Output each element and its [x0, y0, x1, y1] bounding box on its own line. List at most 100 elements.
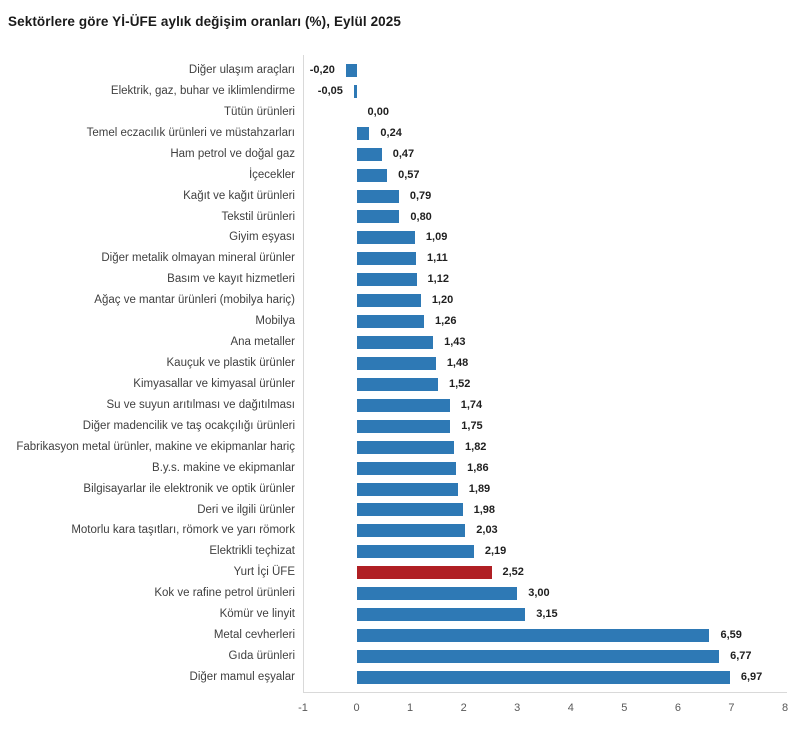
category-label: Fabrikasyon metal ürünler, makine ve eki… — [16, 440, 295, 453]
bar-row: Tütün ürünleri 0,00 — [0, 102, 811, 123]
category-label: Diğer ulaşım araçları — [188, 64, 295, 76]
category-label: Su ve suyun arıtılması ve dağıtılması — [106, 398, 295, 411]
value-label: 1,98 — [473, 503, 496, 516]
category-label: Tütün ürünleri — [224, 105, 295, 118]
value-label: 1,89 — [468, 482, 491, 495]
value-label: 2,19 — [484, 545, 507, 558]
category-label: Metal cevherleri — [213, 629, 295, 642]
bar[interactable] — [356, 482, 458, 496]
value-label: 0,24 — [380, 126, 402, 139]
bar-row: Diğer metalik olmayan mineral ürünler 1,1… — [0, 248, 811, 269]
bar-row: Kömür ve linyit 3,15 — [0, 604, 811, 625]
bar[interactable] — [356, 231, 415, 245]
bar[interactable] — [356, 356, 436, 370]
category-label: Gıda ürünleri — [228, 650, 295, 663]
bar[interactable] — [356, 315, 425, 329]
value-label: 1,20 — [431, 294, 454, 307]
bar-row: Diğer ulaşım araçları -0,20 — [0, 60, 811, 81]
bar-row: Elektrikli teçhizat 2,19 — [0, 541, 811, 562]
bar-row: Motorlu kara taşıtları, römork ve yarı r… — [0, 520, 811, 541]
category-label: Diğer metalik olmayan mineral ürünler — [101, 252, 295, 265]
bar[interactable] — [356, 147, 382, 161]
value-label: 1,75 — [461, 419, 483, 432]
x-tick-label: 6 — [674, 702, 681, 714]
bar[interactable] — [356, 294, 421, 308]
bar[interactable] — [356, 126, 370, 140]
bar[interactable] — [356, 524, 466, 538]
bar[interactable] — [356, 608, 526, 622]
bar[interactable] — [356, 273, 417, 287]
bar[interactable] — [356, 189, 399, 203]
bar[interactable] — [356, 377, 438, 391]
category-label: Diğer mamul eşyalar — [189, 670, 295, 683]
y-axis-line — [303, 55, 304, 692]
value-label: 0,79 — [409, 189, 432, 202]
bar[interactable] — [356, 649, 720, 663]
x-tick-label: 0 — [353, 702, 360, 714]
bar[interactable] — [356, 419, 451, 433]
category-label: Bilgisayarlar ile elektronik ve optik ür… — [83, 482, 295, 495]
category-label: Diğer madencilik ve taş ocakçılığı ürünl… — [82, 419, 295, 432]
bar[interactable] — [356, 440, 455, 454]
category-label: Deri ve ilgili ürünler — [197, 503, 295, 516]
bar-row: Fabrikasyon metal ürünler, makine ve eki… — [0, 437, 811, 458]
bar[interactable] — [356, 587, 518, 601]
bar[interactable] — [356, 503, 463, 517]
bar[interactable] — [356, 336, 434, 350]
category-label: Ağaç ve mantar ürünleri (mobilya hariç) — [94, 294, 295, 307]
bar-row: Temel eczacılık ürünleri ve müstahzarlar… — [0, 123, 811, 144]
chart-title: Sektörlere göre Yİ-ÜFE aylık değişim ora… — [8, 14, 401, 29]
value-label: 1,12 — [427, 273, 449, 286]
x-tick-label: 2 — [460, 702, 467, 714]
bar[interactable] — [356, 168, 388, 182]
bar[interactable] — [356, 210, 400, 224]
bar-row: Tekstil ürünleri 0,80 — [0, 207, 811, 228]
category-label: Temel eczacılık ürünleri ve müstahzarlar… — [86, 126, 295, 139]
bar[interactable] — [356, 252, 416, 266]
value-label: 1,82 — [465, 440, 487, 453]
category-label: Kağıt ve kağıt ürünleri — [183, 189, 295, 202]
x-tick-label: -1 — [298, 702, 308, 714]
bar-row: Su ve suyun arıtılması ve dağıtılması 1,7… — [0, 395, 811, 416]
value-label: -0,05 — [317, 84, 343, 97]
category-label: Basım ve kayıt hizmetleri — [167, 273, 295, 286]
value-label: 3,00 — [528, 587, 550, 600]
value-label: 1,09 — [425, 231, 448, 244]
value-label: 1,11 — [427, 252, 448, 265]
bar[interactable] — [356, 670, 730, 684]
bar-row: Kok ve rafine petrol ürünleri 3,00 — [0, 583, 811, 604]
bar-row: Yurt İçi ÜFE 2,52 — [0, 562, 811, 583]
value-label: 1,26 — [435, 315, 457, 328]
value-label: 1,52 — [448, 377, 471, 390]
bar-row: Kağıt ve kağıt ürünleri 0,79 — [0, 186, 811, 207]
value-label: 0,80 — [410, 210, 432, 223]
x-tick-label: 3 — [514, 702, 521, 714]
category-label: Elektrik, gaz, buhar ve iklimlendirme — [110, 84, 295, 97]
bar-row: Deri ve ilgili ürünler 1,98 — [0, 500, 811, 521]
x-tick-label: 1 — [407, 702, 414, 714]
category-label: Ana metaller — [230, 336, 295, 349]
bar-row: Kimyasallar ve kimyasal ürünler 1,52 — [0, 374, 811, 395]
bar-row: Elektrik, gaz, buhar ve iklimlendirme -0,… — [0, 81, 811, 102]
bar[interactable] — [356, 461, 457, 475]
value-label: 6,97 — [740, 670, 763, 683]
value-label: 6,59 — [720, 629, 742, 642]
value-label: 2,03 — [476, 524, 498, 537]
x-axis-line — [303, 692, 787, 693]
bar-row: Diğer mamul eşyalar 6,97 — [0, 667, 811, 688]
bar[interactable] — [353, 84, 357, 98]
bar-row: Ana metaller 1,43 — [0, 332, 811, 353]
bar-row: Metal cevherleri 6,59 — [0, 625, 811, 646]
bar[interactable] — [356, 629, 710, 643]
highlight-bar[interactable] — [356, 566, 492, 580]
bar-row: Kauçuk ve plastik ürünler 1,48 — [0, 353, 811, 374]
category-label: Kömür ve linyit — [219, 608, 295, 621]
category-label: Kok ve rafine petrol ürünleri — [154, 587, 295, 600]
value-label: 6,77 — [730, 650, 752, 663]
bar-row: Gıda ürünleri 6,77 — [0, 646, 811, 667]
bar[interactable] — [356, 545, 474, 559]
value-label: 0,47 — [392, 147, 415, 160]
bar[interactable] — [345, 63, 357, 77]
bar[interactable] — [356, 398, 450, 412]
